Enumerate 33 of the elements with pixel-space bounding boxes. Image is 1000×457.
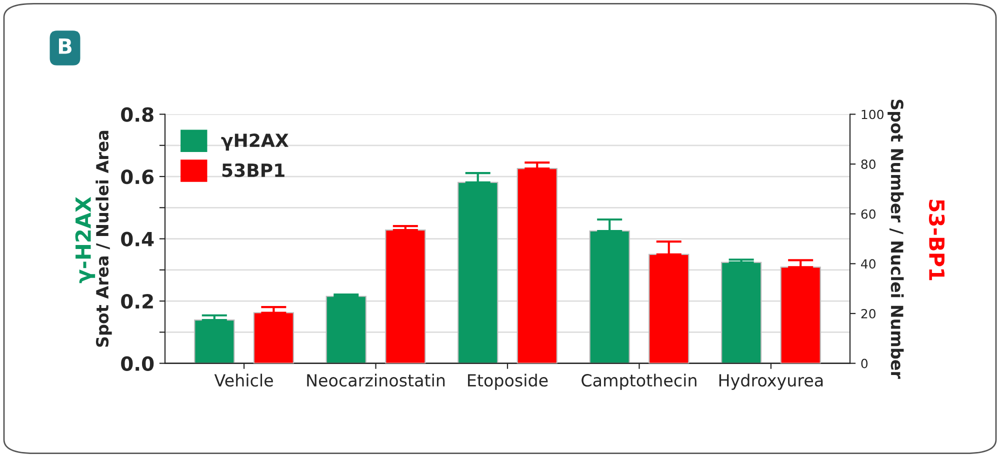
y2-axis-title: Spot Number / Nuclei Number [888,100,904,379]
y2-tick-label: 20 [861,308,876,318]
x-tick-label: Camptothecin [582,374,696,390]
bar [326,296,366,364]
legend-label: γH2AX [221,134,288,151]
y2-tick-label: 60 [861,209,876,219]
y-tick-label: 0.4 [121,232,154,246]
bar [458,182,498,364]
bar [721,262,762,364]
y2-tick-label: 80 [861,160,876,169]
bar [589,230,630,364]
bar [194,319,235,364]
bar [516,168,558,364]
legend-label: 53BP1 [222,163,284,178]
bar [385,230,426,364]
text: B [58,38,72,54]
x-tick-label: Neocarzinostatin [307,374,445,387]
x-tick-label: Vehicle [214,374,273,387]
bar [648,254,690,364]
x-tick-label: Hydroxyurea [719,374,823,390]
y-tick-label: 0.8 [121,107,154,122]
y-axis-title: Spot Area / Nuclei Area [96,130,112,347]
y-tick-label: 0.2 [121,294,153,309]
text: γ-H2AX [75,196,96,284]
bar [780,266,821,364]
text: 53-BP1 [928,200,945,280]
y2-tick-label: 0 [861,358,868,368]
y-tick-label: 0.6 [121,169,154,184]
x-tick-label: Etoposide [468,374,548,390]
bar [253,312,294,364]
y2-tick-label: 40 [861,259,876,269]
y-tick-label: 0.0 [121,356,154,371]
y2-tick-label: 100 [862,110,884,120]
